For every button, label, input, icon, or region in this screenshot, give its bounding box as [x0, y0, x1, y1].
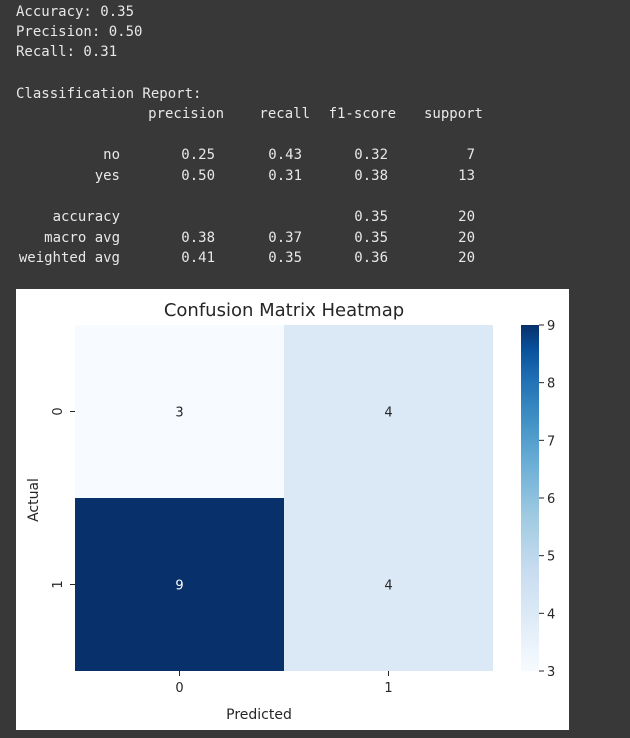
colorbar-ticks: 3 4 5 6 7 8 9 [539, 319, 555, 680]
colorbar-tick-label: 5 [547, 550, 555, 565]
colorbar-tick-label: 4 [547, 607, 555, 622]
report-header-support: support [423, 106, 483, 122]
accuracy-line: Accuracy: 0.35 [16, 4, 135, 20]
heatmap-figure: Confusion Matrix Heatmap Predicted Actua… [16, 289, 569, 730]
precision-line: Precision: 0.50 [16, 24, 143, 40]
colorbar-tick-label: 8 [547, 377, 555, 392]
heatmap-svg: Confusion Matrix Heatmap Predicted Actua… [26, 300, 555, 723]
heatmap-cell [284, 325, 493, 498]
chart-title: Confusion Matrix Heatmap [164, 300, 404, 321]
report-cell: 0.38 [354, 168, 388, 184]
report-row-label: weighted avg [18, 250, 120, 266]
report-cell: 0.43 [268, 147, 302, 163]
report-cell: 0.35 [268, 250, 302, 266]
cell-value-label: 3 [175, 406, 183, 421]
cell-value-label: 4 [384, 406, 392, 421]
cell-value-label: 9 [175, 579, 183, 594]
report-cell: 0.38 [181, 230, 215, 246]
report-title: Classification Report: [16, 86, 202, 102]
y-tick-label: 0 [51, 407, 66, 415]
report-row-label: yes [94, 168, 120, 184]
colorbar-tick-label: 7 [547, 434, 555, 449]
cell-value-label: 4 [384, 579, 392, 594]
report-cell: 20 [458, 209, 475, 225]
report-cell: 0.32 [354, 147, 388, 163]
y-axis-label: Actual [26, 478, 42, 522]
y-tick-label: 1 [51, 580, 66, 588]
report-row-label: no [103, 147, 120, 163]
colorbar-tick-label: 6 [547, 492, 555, 507]
report-cell: 0.35 [354, 230, 388, 246]
report-header-f1: f1-score [328, 106, 396, 122]
heatmap-cell [284, 498, 493, 671]
recall-line: Recall: 0.31 [16, 44, 118, 60]
report-cell: 7 [466, 147, 475, 163]
colorbar [521, 325, 539, 671]
report-cell: 0.50 [181, 168, 215, 184]
y-ticks: 01 [51, 407, 75, 589]
report-row-label: accuracy [52, 209, 120, 225]
report-cell: 0.37 [268, 230, 302, 246]
report-cell: 0.35 [354, 209, 388, 225]
report-header-recall: recall [259, 106, 310, 122]
report-cell: 0.25 [181, 147, 215, 163]
x-tick-label: 1 [384, 681, 392, 696]
report-cell: 20 [458, 230, 475, 246]
report-cell: 20 [458, 250, 475, 266]
heatmap-cell [75, 325, 284, 498]
heatmap-cell [75, 498, 284, 671]
x-axis-label: Predicted [226, 707, 292, 723]
report-row-label: macro avg [44, 230, 120, 246]
colorbar-tick-label: 9 [547, 319, 555, 334]
report-cell: 13 [458, 168, 475, 184]
colorbar-tick-label: 3 [547, 665, 555, 680]
x-tick-label: 0 [175, 681, 183, 696]
report-header-precision: precision [148, 106, 224, 122]
report-cell: 0.41 [181, 250, 215, 266]
heatmap-cells: 3 4 9 4 [75, 325, 493, 671]
report-cell: 0.36 [354, 250, 388, 266]
report-cell: 0.31 [268, 168, 302, 184]
